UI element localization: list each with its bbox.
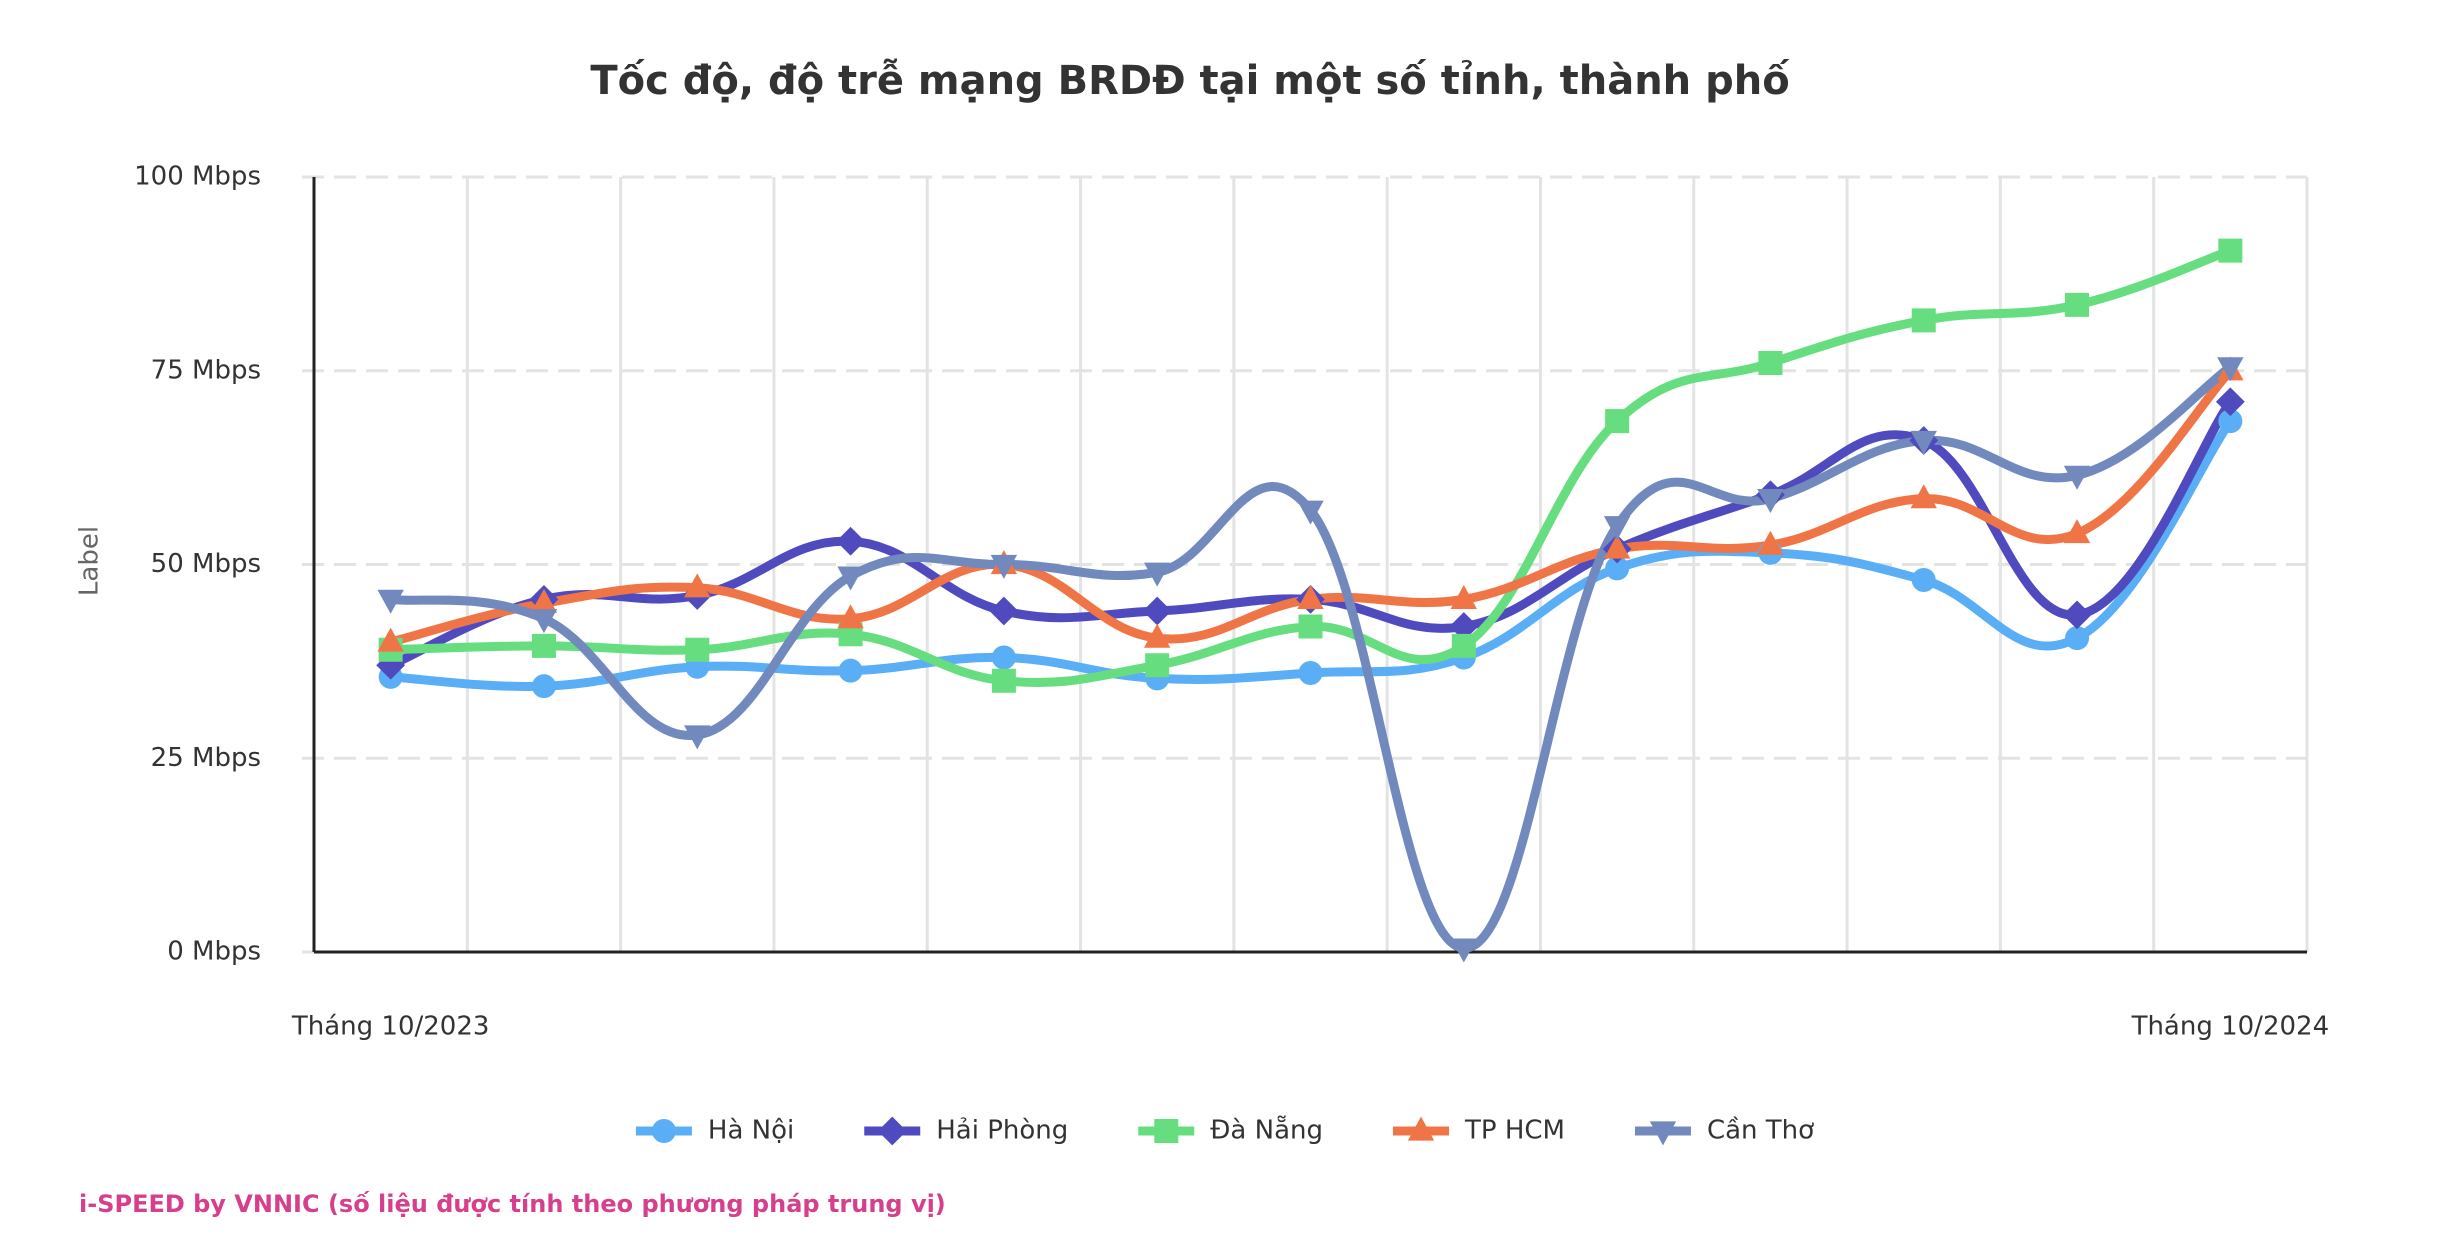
marker bbox=[377, 627, 404, 652]
legend-label: Hà Nội bbox=[708, 1116, 794, 1146]
marker bbox=[684, 573, 711, 598]
marker bbox=[1142, 596, 1172, 626]
marker bbox=[684, 725, 711, 750]
marker bbox=[1911, 568, 1936, 592]
marker bbox=[837, 604, 864, 629]
x-tick-label: Tháng 10/2024 bbox=[2131, 1012, 2330, 1042]
marker bbox=[991, 668, 1016, 693]
marker bbox=[2218, 238, 2243, 263]
marker bbox=[2065, 626, 2090, 651]
marker bbox=[530, 609, 558, 634]
marker bbox=[1450, 938, 1478, 963]
y-tick-label: 25 Mbps bbox=[151, 743, 261, 773]
marker bbox=[1649, 1121, 1677, 1146]
marker bbox=[1910, 430, 1937, 455]
legend-label: TP HCM bbox=[1464, 1116, 1565, 1146]
marker bbox=[685, 637, 710, 662]
legend-item: TP HCM bbox=[1393, 1116, 1565, 1146]
footer: i-SPEED by VNNIC (số liệu được tính theo… bbox=[79, 1190, 946, 1218]
marker bbox=[1605, 556, 1630, 581]
marker bbox=[377, 589, 404, 614]
chart-title: Tốc độ, độ trễ mạng BRDĐ tại một số tỉnh… bbox=[590, 58, 1790, 104]
marker bbox=[1451, 633, 1476, 658]
y-tick-label: 100 Mbps bbox=[134, 162, 261, 192]
marker bbox=[1603, 534, 1631, 559]
marker bbox=[2062, 600, 2092, 630]
marker bbox=[1297, 500, 1324, 525]
marker bbox=[989, 596, 1019, 626]
marker bbox=[837, 566, 864, 591]
marker bbox=[1143, 623, 1171, 648]
marker bbox=[1298, 614, 1323, 639]
marker bbox=[1605, 409, 1630, 434]
marker bbox=[1910, 484, 1937, 509]
legend-item: Hà Nội bbox=[635, 1116, 794, 1146]
marker bbox=[531, 633, 556, 658]
marker bbox=[2215, 387, 2245, 417]
marker bbox=[990, 554, 1018, 579]
marker bbox=[838, 658, 863, 683]
marker bbox=[1145, 653, 1170, 678]
legend-label: Hải Phòng bbox=[936, 1116, 1068, 1146]
marker bbox=[1143, 562, 1171, 587]
legend-label: Cần Thơ bbox=[1707, 1116, 1814, 1146]
marker bbox=[1407, 1116, 1435, 1141]
y-tick-label: 0 Mbps bbox=[167, 937, 261, 967]
marker bbox=[1911, 308, 1936, 333]
marker bbox=[877, 1116, 907, 1146]
marker bbox=[1603, 516, 1631, 541]
legend: Hà Nội Hải Phòng Đà Nẵng TP HCM Cần Thơ bbox=[635, 1115, 1814, 1146]
marker bbox=[2065, 292, 2090, 317]
marker bbox=[1757, 489, 1784, 514]
marker bbox=[2063, 465, 2091, 490]
marker bbox=[1449, 612, 1479, 641]
marker bbox=[530, 588, 558, 613]
marker bbox=[2218, 409, 2243, 434]
x-tick-label: Tháng 10/2023 bbox=[291, 1012, 490, 1042]
marker bbox=[1154, 1119, 1179, 1143]
y-tick-label: 75 Mbps bbox=[151, 355, 261, 385]
y-tick-label: 50 Mbps bbox=[151, 549, 261, 579]
series-line bbox=[390, 363, 2233, 953]
legend-item: Hải Phòng bbox=[864, 1116, 1068, 1146]
legend-label: Đà Nẵng bbox=[1210, 1115, 1323, 1146]
marker bbox=[1298, 661, 1323, 685]
marker bbox=[2063, 519, 2091, 544]
marker bbox=[1297, 584, 1324, 609]
marker bbox=[1757, 530, 1784, 555]
marker bbox=[1758, 351, 1783, 375]
marker bbox=[1450, 584, 1478, 609]
marker bbox=[991, 645, 1016, 670]
marker bbox=[651, 1119, 676, 1143]
legend-item: Đà Nẵng bbox=[1138, 1115, 1323, 1146]
marker bbox=[2217, 357, 2244, 382]
legend-item: Cần Thơ bbox=[1634, 1116, 1814, 1146]
marker bbox=[531, 674, 556, 699]
y-axis-label: Label bbox=[75, 526, 105, 596]
marker bbox=[836, 526, 865, 556]
